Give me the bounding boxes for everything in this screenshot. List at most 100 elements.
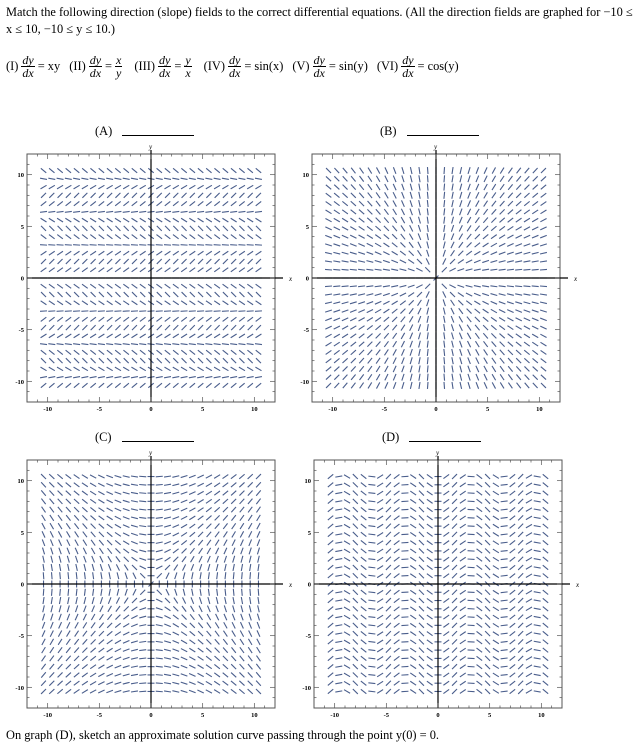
slope-segment (248, 547, 252, 555)
answer-blank[interactable] (122, 127, 195, 136)
slope-segment (393, 680, 400, 686)
slope-segment (39, 177, 48, 180)
slope-segment (131, 597, 138, 604)
slope-segment (335, 574, 343, 577)
slope-segment (399, 250, 407, 256)
slope-segment (188, 672, 196, 677)
slope-segment (509, 606, 516, 612)
slope-segment (492, 565, 500, 570)
slope-segment (90, 382, 97, 389)
slope-segment (114, 234, 122, 240)
slope-segment (335, 508, 343, 511)
slope-segment (533, 690, 541, 693)
slope-segment (451, 216, 455, 224)
answer-blank[interactable] (409, 433, 482, 442)
slope-segment (65, 200, 72, 207)
slope-segment (333, 357, 340, 364)
slope-segment (360, 688, 367, 695)
slope-segment (163, 177, 172, 180)
slope-segment (475, 191, 480, 199)
slope-segment (205, 184, 213, 190)
slope-segment (239, 539, 244, 547)
slope-segment (123, 258, 130, 265)
slope-segment (214, 291, 221, 298)
slope-segment (443, 622, 450, 628)
slope-segment (66, 555, 70, 563)
slope-segment (56, 316, 64, 322)
slope-segment (223, 621, 228, 629)
slope-segment (75, 588, 78, 596)
slope-segment (164, 606, 171, 612)
slope-segment (197, 192, 204, 199)
slope-segment (247, 267, 254, 273)
slope-segment (392, 365, 397, 373)
slope-segment (375, 332, 382, 339)
slope-segment (123, 382, 130, 389)
slope-segment (540, 382, 547, 389)
slope-segment (426, 573, 433, 579)
slope-segment (409, 598, 417, 603)
slope-segment (360, 614, 367, 620)
slope-segment (392, 167, 397, 175)
slope-segment (360, 597, 367, 604)
slope-segment (368, 516, 376, 519)
slope-segment (343, 614, 351, 620)
slope-segment (106, 192, 113, 199)
answer-blank[interactable] (406, 127, 479, 136)
slope-segment (400, 208, 405, 216)
slope-segment (517, 539, 524, 546)
slope-segment (459, 357, 463, 365)
slope-segment (65, 167, 72, 174)
slope-segment (81, 506, 88, 513)
slope-segment (231, 630, 236, 637)
slope-segment (506, 285, 514, 288)
slope-segment (498, 260, 506, 263)
slope-segment (484, 589, 491, 596)
slope-segment (115, 564, 120, 571)
slope-segment (383, 251, 390, 256)
slope-segment (173, 597, 179, 604)
slope-segment (482, 268, 490, 271)
slope-segment (401, 373, 405, 381)
slope-segment (90, 647, 97, 653)
slope-segment (100, 572, 103, 580)
slope-segment (74, 638, 80, 645)
answer-blank[interactable] (121, 433, 194, 442)
slope-segment (417, 216, 421, 224)
slope-segment (333, 209, 341, 215)
slope-segment (122, 300, 130, 306)
slope-segment (457, 259, 465, 264)
slope-segment (482, 308, 489, 314)
slope-segment (492, 507, 500, 512)
slope-segment (257, 555, 260, 563)
slope-segment (343, 565, 351, 570)
slope-segment (509, 506, 516, 513)
slope-segment (230, 688, 237, 695)
slope-segment (459, 573, 467, 579)
slope-segment (164, 258, 171, 265)
slope-segment (66, 621, 71, 629)
slope-segment (172, 217, 180, 223)
slope-segment (325, 217, 332, 223)
y-axis-label: y (433, 143, 438, 151)
slope-segment (523, 325, 531, 330)
slope-segment (475, 373, 480, 381)
slope-segment (40, 481, 47, 488)
slope-segment (89, 250, 97, 256)
slope-segment (224, 572, 227, 580)
slope-segment (59, 588, 61, 596)
slope-segment (163, 491, 172, 495)
slope-segment (83, 596, 87, 605)
slope-segment (327, 614, 334, 620)
slope-segment (248, 613, 252, 621)
slope-segment (83, 605, 87, 613)
slope-segment (500, 682, 508, 685)
slope-segment (238, 333, 246, 339)
slope-segment (205, 283, 213, 289)
slope-segment (335, 673, 343, 677)
slope-segment (189, 515, 196, 521)
slope-segment (122, 217, 130, 223)
slope-segment (409, 324, 414, 331)
